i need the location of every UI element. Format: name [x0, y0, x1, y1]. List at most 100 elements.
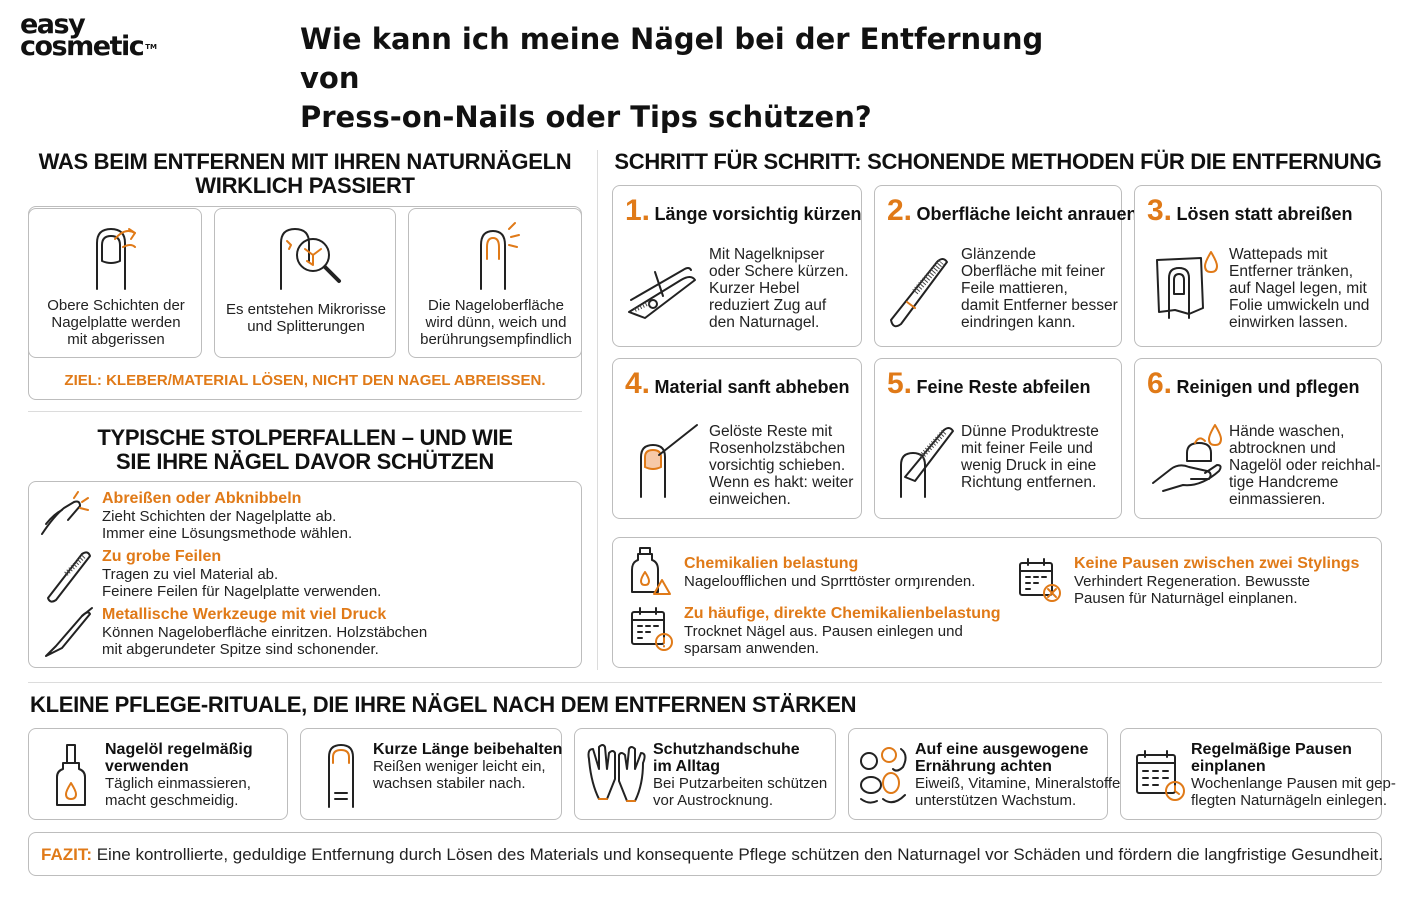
calendar-clock-icon [1136, 750, 1185, 801]
damage-card-3-line-2: wird dünn, weich und [425, 314, 567, 331]
pitfalls-heading-line-2: SIE IHRE NÄGEL DAVOR SCHÜTZEN [116, 449, 494, 474]
logo-trademark: TM [145, 43, 157, 51]
step-2-body: Glänzende Oberfläche mit feiner Feile ma… [961, 246, 1118, 331]
pitfall-1-line-1: Zieht Schichten der Nagelplatte ab. [102, 508, 337, 525]
step-4-body: Gelöste Reste mit Rosenholzstäbchen vors… [709, 423, 853, 508]
step-6-line-3: Nagelöl oder reichhal- [1229, 457, 1381, 474]
pitfall-1-line-2: Immer eine Lösungsmethode wählen. [102, 525, 353, 542]
conclusion-box: FAZIT: Eine kontrollierte, geduldige Ent… [28, 832, 1383, 876]
short-nail-icon [328, 744, 354, 808]
care-3-title-1: Schutzhandschuhe [653, 741, 800, 758]
warning-3-line-1: Verhindert Regeneration. Bewusste [1074, 573, 1310, 590]
care-4-title-2: Ernährung achten [915, 758, 1052, 775]
step-5-title: Feine Reste abfeilen [916, 377, 1091, 397]
left-heading-line-1: WAS BEIM ENTFERNEN MIT IHREN NATURNÄGELN [38, 149, 572, 174]
step-4-line-2: Rosenholzstäbchen [709, 440, 846, 457]
pitfalls-heading: TYPISCHE STOLPERFALLEN – UND WIE SIE IHR… [28, 426, 582, 474]
foil-wrap-icon [1156, 251, 1218, 319]
care-5-title-1: Regelmäßige Pausen [1191, 741, 1352, 758]
brand-logo: easy cosmetic TM [20, 9, 157, 62]
page-title-line-2: Press-on-Nails oder Tips schützen? [300, 100, 872, 134]
care-3-title-2: im Alltag [653, 758, 720, 775]
step-2-line-5: eindringen kann. [961, 314, 1076, 331]
step-card-2: 2. Oberfläche leicht anrauen Glänzende O… [874, 185, 1138, 347]
step-5-line-1: Dünne Produktreste [961, 423, 1099, 440]
damage-card-1: Obere Schichten der Nagelplatte werden m… [28, 208, 202, 358]
care-1-title-2: verwenden [105, 758, 189, 775]
left-section-heading: WAS BEIM ENTFERNEN MIT IHREN NATURNÄGELN… [28, 150, 582, 198]
step-2-title: Oberfläche leicht anrauen [916, 204, 1138, 224]
step-1-title: Länge vorsichtig kürzen [654, 204, 862, 224]
care-3-body-1: Bei Putzarbeiten schützen [653, 775, 828, 792]
pitfall-1-title: Abreißen oder Abknibbeln [102, 490, 302, 507]
hand-cream-icon [1152, 424, 1222, 492]
step-2-line-2: Oberfläche mit feiner [961, 263, 1105, 280]
step-3-line-3: auf Nagel legen, mit [1229, 280, 1367, 297]
step-3-title: Lösen statt abreißen [1176, 204, 1353, 224]
logo-line-1: easy [20, 9, 86, 40]
warning-2-line-1: Trocknet Nägel aus. Pausen einlegen und [684, 623, 963, 640]
fine-file-icon [900, 427, 954, 498]
steps-heading: SCHRITT FÜR SCHRITT: SCHONENDE METHODEN … [614, 149, 1382, 174]
step-3-line-5: einwirken lassen. [1229, 314, 1348, 331]
care-3-body-2: vor Austrocknung. [653, 792, 774, 809]
gloves-icon [587, 744, 646, 802]
step-3-body: Wattepads mit Entferner tränken, auf Nag… [1229, 246, 1369, 331]
step-1-line-5: den Naturnagel. [709, 314, 820, 331]
damage-card-3-line-3: berührungsempfindlich [420, 331, 572, 348]
left-heading-line-2: WIRKLICH PASSIERT [195, 173, 415, 198]
damage-card-1-line-1: Obere Schichten der [47, 297, 185, 314]
pitfall-2-line-2: Feinere Feilen für Nagelplatte verwenden… [102, 583, 382, 600]
step-4-line-4: Wenn es hakt: weiter [709, 474, 854, 491]
step-4-line-3: vorsichtig schieben. [709, 457, 846, 474]
damage-card-3: Die Nageloberfläche wird dünn, weich und… [408, 208, 582, 358]
warning-1-line-1: Nageloʋfflichen und Sprrttöster orɱırend… [684, 573, 976, 590]
warning-1-title: Chemikalien belastung [684, 555, 859, 572]
peeling-nail-icon [96, 228, 136, 290]
chemical-bottle-icon [631, 547, 671, 595]
conclusion-body: Eine kontrollierte, geduldige Entfernung… [92, 845, 1383, 864]
step-6-line-2: abtrocknen und [1229, 440, 1336, 457]
care-2-body-2: wachsen stabiler nach. [373, 775, 526, 792]
section-divider [28, 411, 582, 412]
pitfall-2-title: Zu grobe Feilen [102, 548, 222, 565]
care-4-body-2: unterstützen Wachstum. [915, 792, 1077, 809]
warning-2-title: Zu häufige, direkte Chemikalienbelastung [684, 605, 1001, 622]
step-3-line-4: Folie umwickeln und [1229, 297, 1370, 314]
pitfall-3-line-1: Können Nageloberfläche einritzen. Holzst… [102, 624, 428, 641]
care-card-3: Schutzhandschuhe im Alltag Bei Putzarbei… [574, 728, 836, 820]
pitfalls-heading-line-1: TYPISCHE STOLPERFALLEN – UND WIE [97, 425, 513, 450]
page-title: Wie kann ich meine Nägel bei der Entfern… [300, 20, 1100, 137]
step-6-line-5: einmassieren. [1229, 491, 1326, 508]
step-6-line-4: tige Handcreme [1229, 474, 1339, 491]
logo-line-2: cosmetic TM [20, 31, 157, 62]
care-card-2: Kurze Länge beibehalten Reißen weniger l… [300, 728, 562, 820]
step-2-number: 2. [887, 194, 913, 227]
step-5-line-4: Richtung entfernen. [961, 474, 1097, 491]
step-5-line-3: wenig Druck in eine [961, 457, 1097, 474]
care-card-4: Auf eine ausgewogene Ernährung achten Ei… [848, 728, 1120, 820]
step-2-line-3: Feile mattieren, [961, 280, 1068, 297]
care-card-5: Regelmäßige Pausen einplanen Wochenlange… [1120, 728, 1396, 820]
step-3-line-2: Entferner tränken, [1229, 263, 1354, 280]
step-1-body: Mit Nagelknipser oder Schere kürzen. Kur… [709, 246, 849, 331]
goal-statement: ZIEL: KLEBER/MATERIAL LÖSEN, NICHT DEN N… [64, 372, 546, 389]
calendar-warning-icon [631, 607, 673, 651]
calendar-cross-icon [1019, 558, 1061, 602]
step-5-line-2: mit feiner Feile und [961, 440, 1093, 457]
care-2-body-1: Reißen weniger leicht ein, [373, 758, 546, 775]
column-divider [597, 150, 598, 670]
conclusion-text: FAZIT: Eine kontrollierte, geduldige Ent… [41, 845, 1383, 865]
step-6-number: 6. [1147, 367, 1173, 400]
damage-card-2-line-1: Es entstehen Mikrorisse [225, 301, 387, 318]
damage-card-2: Es entstehen Mikrorisse und Splitterunge… [214, 208, 396, 358]
buffer-file-icon [890, 258, 948, 328]
step-1-line-4: reduziert Zug auf [709, 297, 827, 314]
care-5-title-2: einplanen [1191, 758, 1266, 775]
care-divider [28, 682, 1382, 683]
care-4-title-1: Auf eine ausgewogene [915, 741, 1089, 758]
care-card-1: Nagelöl regelmäßig verwenden Täglich ein… [28, 728, 288, 820]
pulling-nail-icon [41, 491, 89, 535]
damage-card-1-line-3: mit abgerissen [67, 331, 165, 348]
warnings-panel [612, 537, 1382, 668]
